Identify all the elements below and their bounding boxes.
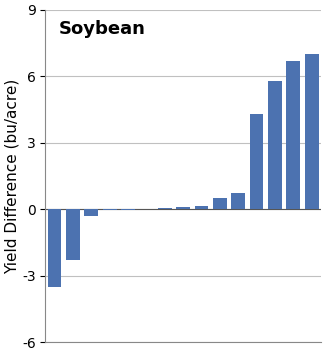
Bar [48, 209, 61, 287]
Bar [84, 209, 98, 216]
Bar [66, 209, 80, 260]
Bar [268, 81, 282, 209]
Bar [213, 198, 227, 209]
Bar [195, 206, 208, 209]
Y-axis label: Yield Difference (bu/acre): Yield Difference (bu/acre) [4, 78, 19, 274]
Bar [286, 61, 300, 209]
Bar [103, 209, 117, 211]
Bar [250, 114, 264, 209]
Text: Soybean: Soybean [59, 20, 146, 38]
Bar [305, 54, 318, 209]
Bar [158, 208, 172, 209]
Bar [121, 209, 135, 211]
Bar [176, 207, 190, 209]
Bar [231, 193, 245, 209]
